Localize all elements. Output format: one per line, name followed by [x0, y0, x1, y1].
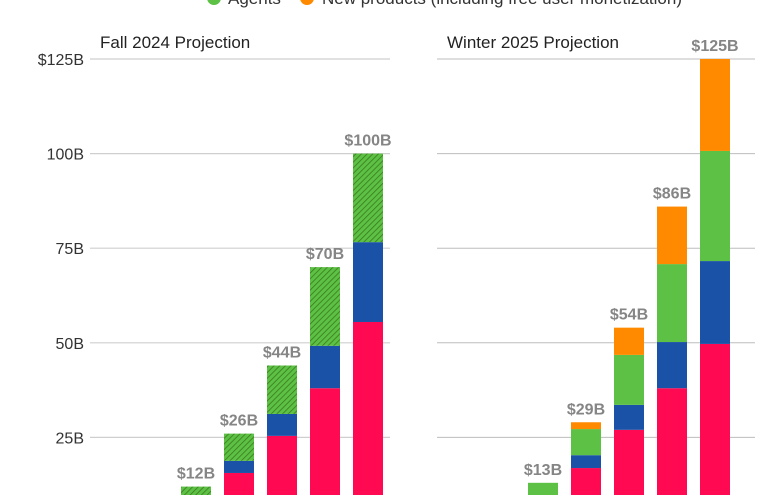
bar-total-label: $125B: [691, 38, 738, 55]
bar-segment-series-1: [657, 342, 687, 389]
bar-segment-agents: [310, 267, 340, 346]
legend-swatch-new-products: [300, 0, 314, 5]
bar-total-label: $12B: [177, 466, 215, 483]
bar-total-label: $29B: [567, 401, 605, 418]
panel-title-winter-2025: Winter 2025 Projection: [447, 33, 619, 52]
bar-segment-agents: [614, 354, 644, 405]
bar-segment-new: [700, 59, 730, 151]
y-tick-label: 100B: [47, 147, 84, 164]
bar-segment-series-0: [614, 429, 644, 495]
legend-swatch-agents: [207, 0, 221, 5]
bar-total-label: $54B: [610, 307, 648, 324]
bar-total-label: $100B: [344, 133, 391, 150]
bar-segment-agents: [224, 433, 254, 461]
bar-segment-agents: [657, 264, 687, 343]
y-tick-label: $125B: [38, 52, 84, 69]
bar-segment-agents: [181, 486, 211, 495]
bar-segment-series-1: [353, 242, 383, 322]
bar-segment-series-1: [571, 455, 601, 469]
bar-segment-agents: [528, 482, 558, 495]
bar-segment-new: [614, 327, 644, 355]
bar-segment-agents: [700, 150, 730, 262]
bar-segment-series-1: [614, 404, 644, 430]
bar-segment-series-0: [267, 435, 297, 495]
bar-segment-series-0: [353, 321, 383, 495]
bar-segment-series-0: [224, 472, 254, 495]
bar-segment-series-1: [267, 413, 297, 436]
bar-total-label: $13B: [524, 462, 562, 479]
bar-segment-series-1: [700, 261, 730, 344]
bar-segment-series-0: [657, 388, 687, 495]
bar-segment-series-1: [224, 460, 254, 473]
bar-segment-new: [571, 422, 601, 430]
y-tick-label: 25B: [56, 430, 84, 447]
bar-segment-series-0: [700, 343, 730, 495]
bar-total-label: $44B: [263, 345, 301, 362]
bar-total-label: $86B: [653, 186, 691, 203]
panel-title-fall-2024: Fall 2024 Projection: [100, 33, 250, 52]
bar-segment-agents: [267, 365, 297, 414]
y-tick-label: 75B: [56, 241, 84, 258]
legend-label-new-products: New products (including free user moneti…: [322, 0, 682, 8]
bar-segment-series-0: [310, 388, 340, 495]
bar-segment-agents: [353, 153, 383, 243]
bar-segment-agents: [571, 429, 601, 456]
bar-segment-series-0: [571, 468, 601, 495]
bar-segment-new: [657, 206, 687, 265]
bar-total-label: $70B: [306, 246, 344, 263]
bar-total-label: $26B: [220, 413, 258, 430]
y-tick-label: 50B: [56, 336, 84, 353]
bar-segment-series-1: [310, 345, 340, 389]
legend: Agents New products (including free user…: [207, 0, 682, 8]
legend-label-agents: Agents: [228, 0, 281, 8]
